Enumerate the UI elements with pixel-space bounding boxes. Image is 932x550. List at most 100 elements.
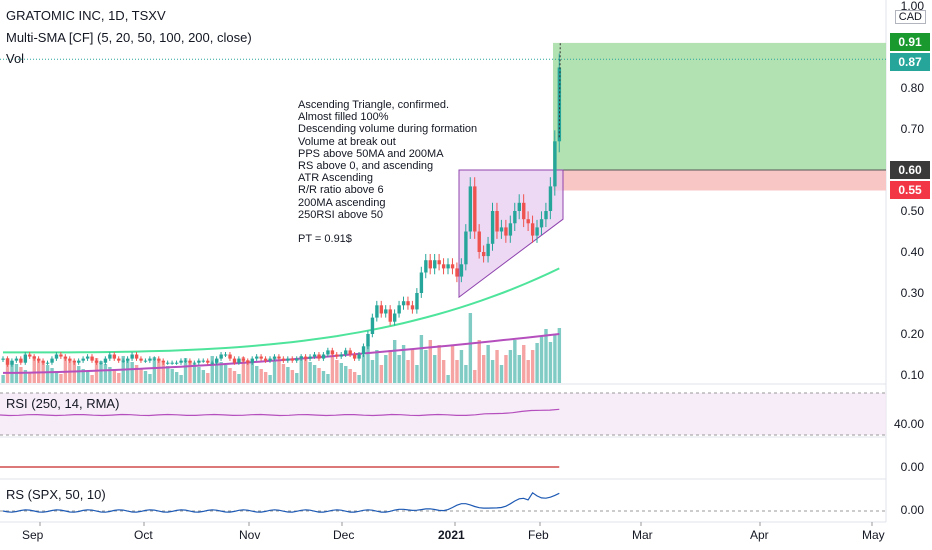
target-price-tag: 0.91	[890, 33, 930, 51]
volume-bar	[366, 345, 370, 383]
candle-body	[473, 186, 477, 232]
candle-body	[415, 293, 419, 310]
volume-bar	[23, 370, 28, 383]
volume-bar	[352, 372, 357, 383]
volume-bar	[1, 375, 5, 383]
volume-bar	[441, 360, 446, 383]
annotation-line	[298, 221, 477, 233]
candle-body	[348, 350, 352, 355]
candle-body	[482, 252, 486, 257]
candle-body	[197, 360, 201, 363]
candle-body	[468, 186, 473, 232]
candle-body	[401, 301, 406, 306]
candle-body	[544, 211, 548, 220]
candle-body	[419, 272, 424, 293]
chart-title: GRATOMIC INC, 1D, TSXV	[6, 8, 166, 23]
zero-axis-tick: 0.00	[900, 460, 924, 474]
annotation-line: PPS above 50MA and 200MA	[298, 147, 444, 160]
volume-bar	[539, 336, 544, 383]
volume-bar	[544, 329, 548, 383]
volume-bar	[370, 360, 375, 383]
candle-body	[228, 354, 232, 359]
candle-body	[455, 268, 459, 277]
candle-body	[139, 358, 143, 361]
volume-bar	[437, 345, 441, 383]
candle-body	[161, 360, 165, 363]
volume-bar	[495, 350, 499, 383]
price-tick-1.00: 1.00	[900, 0, 924, 13]
candle-body	[94, 360, 99, 363]
candle-body	[344, 350, 348, 355]
candle-body	[63, 356, 68, 359]
rsi-label: RSI (250, 14, RMA)	[6, 396, 120, 411]
volume-bar	[335, 360, 339, 383]
volume-bar	[117, 373, 121, 383]
candle-body	[326, 350, 330, 355]
candle-body	[446, 264, 450, 269]
volume-bar	[63, 357, 68, 383]
candle-body	[117, 358, 121, 361]
volume-bar	[482, 355, 486, 383]
candle-body	[143, 360, 148, 362]
volume-bar	[246, 360, 250, 383]
month-may: May	[862, 528, 885, 542]
volume-bar	[513, 340, 517, 383]
month-mar: Mar	[632, 528, 653, 542]
volume-bar	[134, 365, 139, 383]
volume-bar	[206, 373, 210, 383]
rs-label: RS (SPX, 50, 10)	[6, 487, 106, 502]
candle-body	[255, 356, 259, 359]
volume-bar	[166, 366, 170, 383]
candle-body	[215, 358, 219, 363]
volume-bar	[143, 371, 148, 383]
volume-bar	[486, 345, 490, 383]
volume-bar	[103, 364, 108, 383]
volume-bar	[90, 375, 94, 383]
volume-bar	[419, 335, 424, 383]
volume-bar	[348, 369, 352, 383]
volume-bar	[317, 368, 321, 383]
volume-bar	[384, 355, 388, 383]
candle-body	[37, 358, 41, 361]
sma-50-line	[3, 267, 560, 354]
volume-bar	[268, 375, 272, 383]
volume-bar	[299, 356, 303, 383]
year-2021: 2021	[438, 528, 465, 542]
candle-body	[375, 305, 379, 318]
volume-bar	[37, 359, 41, 383]
candle-body	[268, 358, 272, 361]
volume-bar	[330, 357, 335, 383]
candle-body	[206, 360, 210, 363]
price-tick-0.50: 0.50	[900, 204, 924, 218]
annotation-line: PT = 0.91$	[298, 233, 352, 246]
annotation-line: Ascending Triangle, confirmed.	[298, 99, 450, 111]
candle-body	[45, 362, 50, 364]
volume-bar	[308, 362, 312, 383]
candle-body	[335, 354, 339, 357]
volume-bar	[312, 365, 317, 383]
currency-label[interactable]: CAD	[894, 10, 926, 24]
price-tick-0.10: 0.10	[900, 368, 924, 382]
candle-body	[357, 354, 361, 359]
stop-price-tag: 0.55	[890, 181, 930, 199]
volume-bar	[522, 345, 526, 383]
volume-bar	[526, 360, 530, 383]
candle-body	[272, 356, 277, 359]
volume-bar	[72, 363, 76, 383]
volume-bar	[152, 357, 157, 383]
month-oct: Oct	[134, 528, 153, 542]
volume-bar	[406, 360, 410, 383]
rs-line	[2, 491, 560, 513]
annotation-line: R/R ratio above 6	[298, 184, 384, 197]
annotation-line: ATR Ascending	[298, 172, 374, 185]
month-apr: Apr	[750, 528, 769, 542]
candle-body	[192, 362, 197, 364]
candle-body	[321, 354, 326, 359]
annotation-line: RS above 0, and ascending	[298, 160, 434, 173]
volume-bar	[139, 368, 143, 383]
candle-body	[126, 358, 130, 361]
candle-body	[312, 354, 317, 357]
candle-body	[441, 264, 446, 269]
candle-body	[286, 358, 290, 361]
candle-body	[68, 358, 72, 361]
